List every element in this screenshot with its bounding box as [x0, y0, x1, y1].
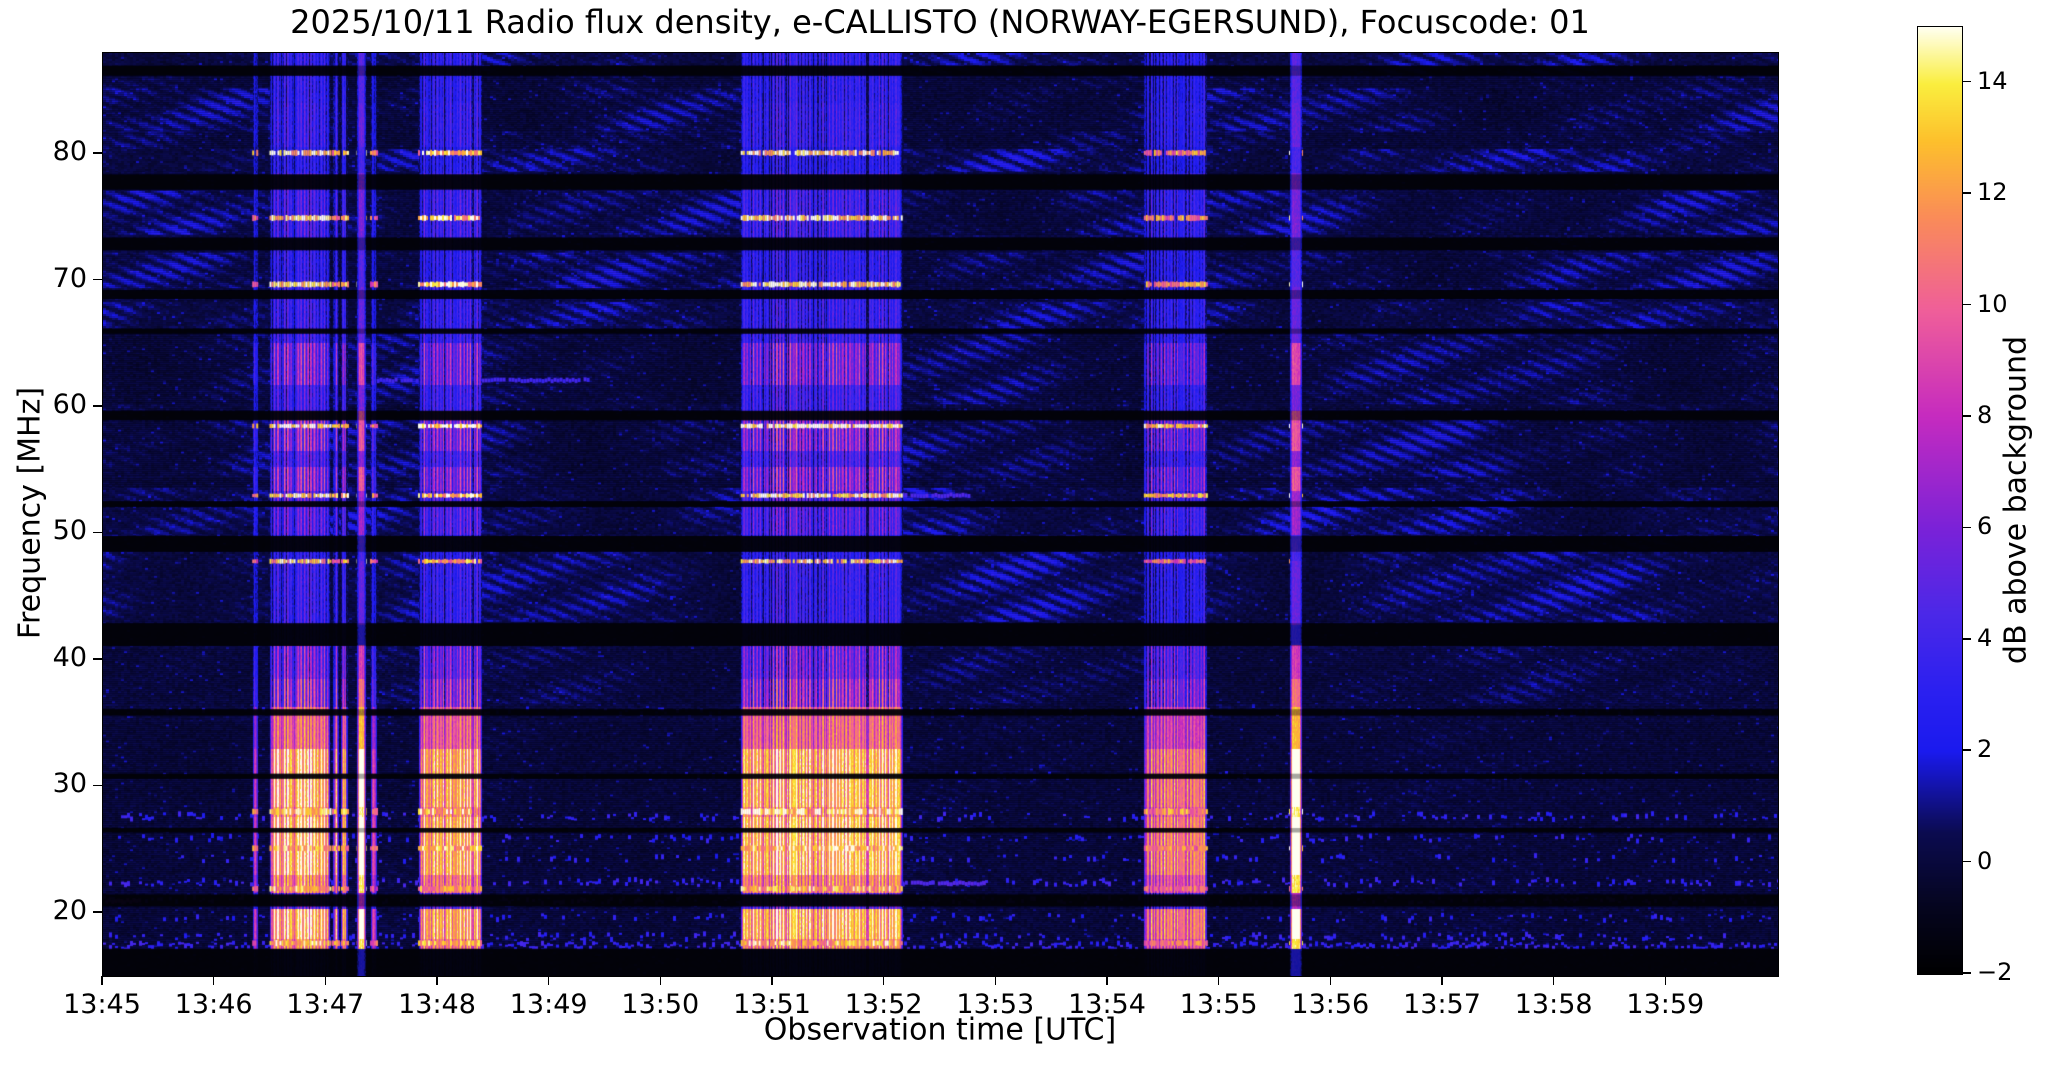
colorbar-tick-mark: [1963, 638, 1971, 640]
colorbar: [1917, 26, 1963, 975]
x-tick-mark: [547, 976, 550, 985]
x-tick-label: 13:55: [1179, 989, 1258, 1020]
x-tick-mark: [882, 976, 885, 985]
colorbar-tick-mark: [1963, 80, 1971, 83]
colorbar-tick-mark: [1963, 526, 1971, 529]
y-tick-mark: [93, 784, 102, 787]
colorbar-tick-mark: [1963, 860, 1971, 863]
spectrogram-plot: [102, 52, 1779, 977]
x-tick-label: 13:59: [1626, 989, 1705, 1020]
y-tick-label: 30: [52, 768, 87, 800]
x-tick-label: 13:50: [621, 989, 700, 1020]
y-tick-label: 80: [52, 136, 87, 168]
colorbar-tick-label: −2: [1977, 958, 2013, 986]
y-tick-label: 70: [52, 262, 87, 294]
x-tick-label: 13:45: [63, 989, 141, 1020]
x-tick-label: 13:54: [1068, 989, 1146, 1020]
y-tick-label: 60: [52, 389, 87, 421]
x-tick-mark: [212, 976, 215, 985]
x-tick-label: 13:58: [1514, 989, 1593, 1020]
colorbar-tick-label: 6: [1977, 512, 1993, 541]
colorbar-tick-mark: [1963, 415, 1971, 417]
colorbar-tick-mark: [1963, 192, 1971, 194]
x-axis-label: Observation time [UTC]: [763, 1012, 1117, 1048]
plot-title: 2025/10/11 Radio flux density, e-CALLIST…: [290, 3, 1590, 41]
x-tick-label: 13:49: [509, 989, 588, 1020]
x-tick-mark: [101, 976, 103, 985]
x-tick-mark: [994, 976, 997, 985]
x-tick-label: 13:46: [174, 989, 253, 1020]
x-tick-mark: [1664, 976, 1667, 985]
x-tick-mark: [771, 976, 773, 985]
x-tick-label: 13:53: [956, 989, 1035, 1020]
y-axis-label: Frequency [MHz]: [12, 386, 48, 640]
x-tick-mark: [1552, 976, 1555, 985]
x-tick-mark: [1329, 976, 1332, 985]
colorbar-tick-mark: [1963, 972, 1971, 974]
x-tick-label: 13:51: [733, 989, 811, 1020]
colorbar-tick-label: 0: [1977, 846, 1993, 875]
x-tick-mark: [324, 976, 327, 985]
colorbar-tick-label: 2: [1977, 735, 1993, 764]
x-tick-label: 13:57: [1403, 989, 1481, 1020]
x-tick-mark: [1106, 976, 1108, 985]
colorbar-tick-label: 8: [1977, 400, 1993, 429]
x-tick-mark: [659, 976, 662, 985]
colorbar-tick-label: 14: [1977, 66, 2008, 95]
x-tick-mark: [436, 976, 438, 985]
x-tick-label: 13:47: [286, 989, 365, 1020]
colorbar-tick-mark: [1963, 303, 1971, 306]
x-tick-label: 13:56: [1291, 989, 1370, 1020]
y-tick-label: 50: [52, 515, 87, 547]
colorbar-tick-label: 10: [1977, 289, 2008, 318]
y-tick-mark: [93, 911, 102, 913]
colorbar-label: dB above background: [1998, 335, 2034, 665]
colorbar-tick-label: 12: [1977, 178, 2008, 207]
y-tick-mark: [93, 278, 102, 281]
y-tick-mark: [93, 405, 102, 407]
x-tick-mark: [1217, 976, 1220, 985]
y-tick-mark: [93, 658, 102, 660]
colorbar-tick-label: 4: [1977, 623, 1993, 652]
y-tick-label: 20: [52, 894, 87, 926]
x-tick-mark: [1441, 976, 1443, 985]
x-tick-label: 13:48: [398, 989, 476, 1020]
y-tick-label: 40: [52, 641, 87, 673]
colorbar-tick-mark: [1963, 749, 1971, 751]
y-tick-mark: [93, 531, 102, 534]
y-tick-mark: [93, 152, 102, 154]
x-tick-label: 13:52: [844, 989, 923, 1020]
